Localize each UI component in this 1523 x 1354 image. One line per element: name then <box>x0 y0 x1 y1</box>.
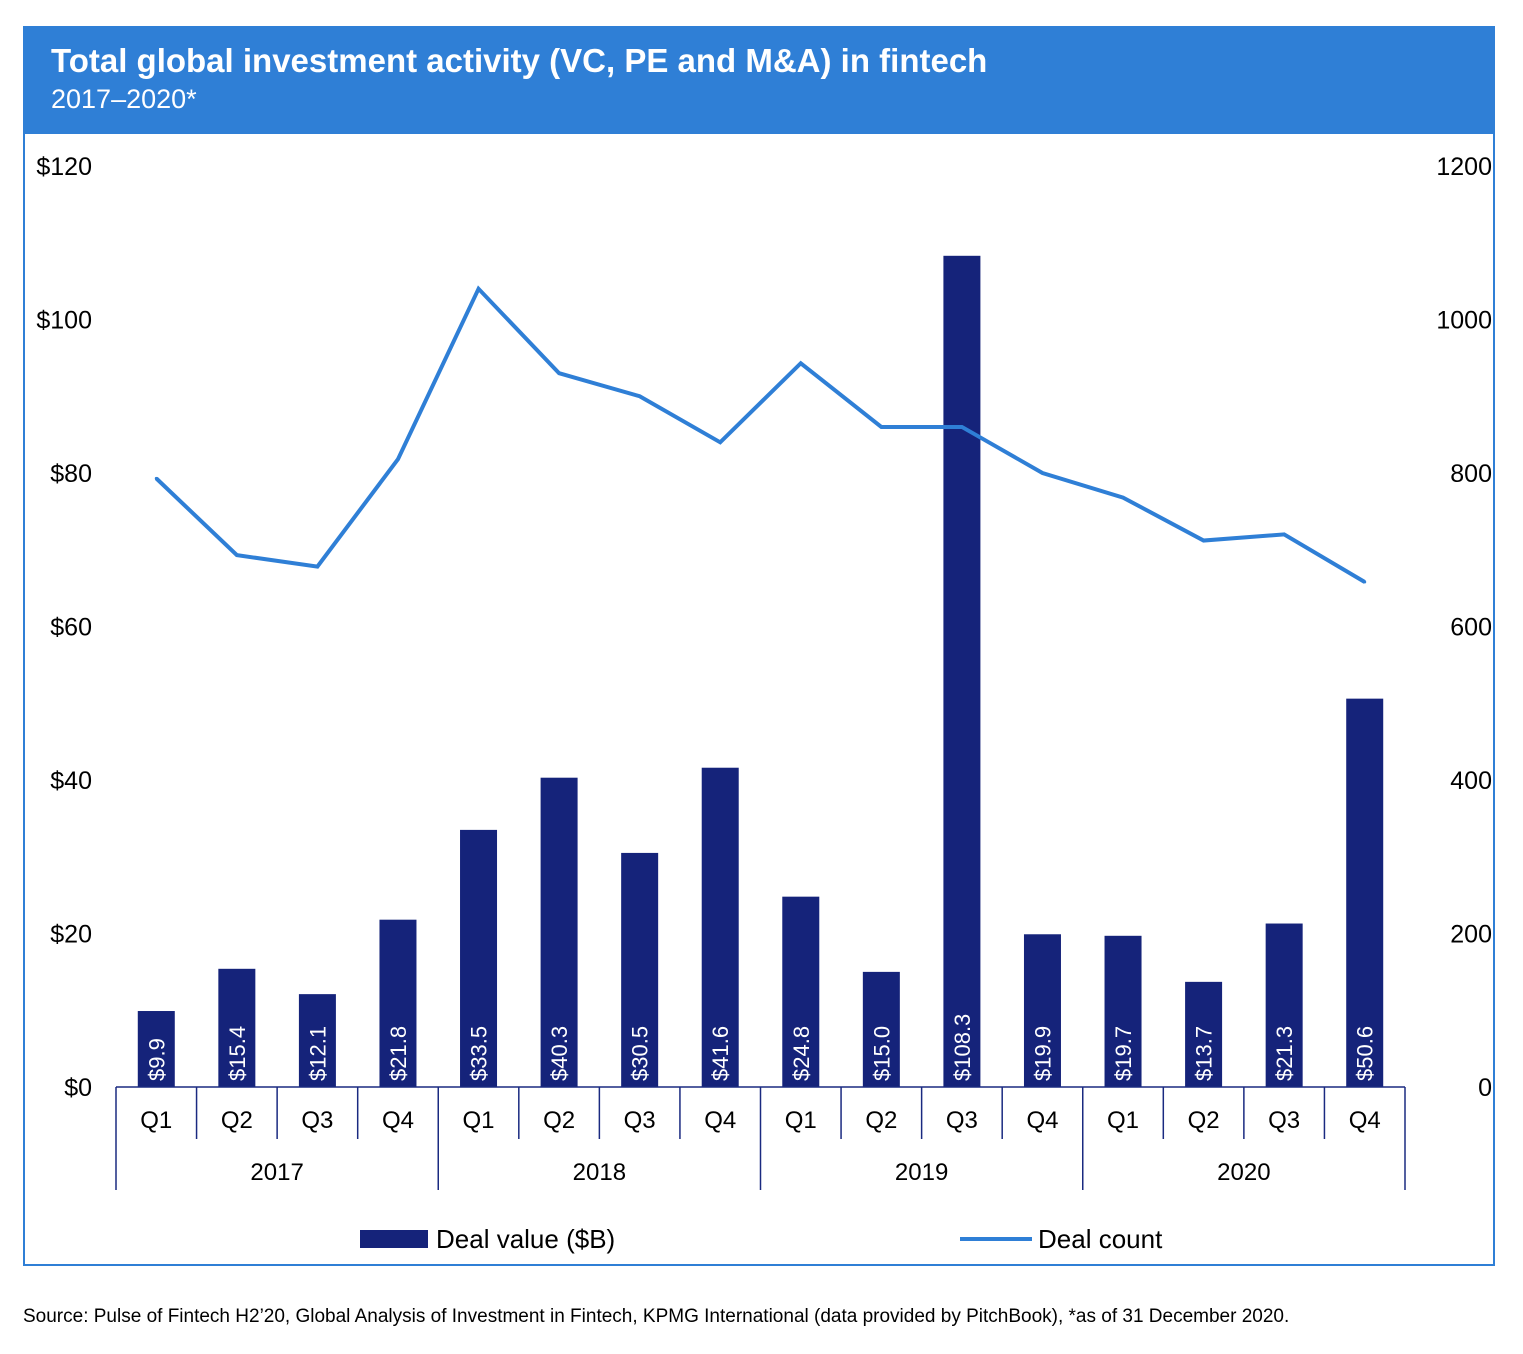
deal-count-point <box>154 476 158 480</box>
bar-data-label: $33.5 <box>467 1026 492 1081</box>
bar <box>137 1011 175 1087</box>
chart-frame: Total global investment activity (VC, PE… <box>23 26 1495 1266</box>
chart-canvas: $0 $20 $40 $60 $80 $100 $120 0 200 400 600 800 1000 1… <box>36 153 1492 1254</box>
year-group-label: 2017 <box>250 1159 303 1186</box>
x-tick-label: Q2 <box>865 1107 897 1134</box>
x-tick-label: Q4 <box>704 1107 736 1134</box>
bar-data-label: $15.4 <box>225 1026 250 1081</box>
deal-count-point <box>315 565 319 569</box>
x-tick-label: Q3 <box>946 1107 978 1134</box>
bar-data-label: $12.1 <box>305 1026 330 1081</box>
bar <box>1104 935 1142 1087</box>
bar <box>943 255 981 1088</box>
bar <box>460 829 498 1087</box>
x-tick-label: Q3 <box>301 1107 333 1134</box>
bar-data-label: $19.9 <box>1030 1026 1055 1081</box>
deal-count-point <box>1282 532 1286 536</box>
bar <box>862 971 900 1087</box>
chart-subtitle: 2017–2020* <box>51 84 197 114</box>
deal-count-point <box>1363 580 1367 584</box>
y-right-tick-label: 0 <box>1478 1074 1492 1102</box>
deal-count-point <box>1202 539 1206 543</box>
bar-data-label: $21.3 <box>1272 1026 1297 1081</box>
deal-count-point <box>960 425 964 429</box>
bar <box>298 994 336 1087</box>
source-note: Source: Pulse of Fintech H2’20, Global A… <box>23 1306 1290 1327</box>
y-left-tick-label: $100 <box>36 307 92 335</box>
x-tick-label: Q4 <box>1349 1107 1381 1134</box>
x-tick-label: Q1 <box>463 1107 495 1134</box>
deal-count-point <box>1121 496 1125 500</box>
year-group-label: 2018 <box>573 1159 626 1186</box>
bar <box>540 777 578 1087</box>
bar-data-label: $15.0 <box>869 1026 894 1081</box>
y-right-tick-label: 200 <box>1450 921 1492 949</box>
bar-data-label: $24.8 <box>789 1026 814 1081</box>
bar-data-label: $108.3 <box>950 1014 975 1081</box>
y-right-tick-label: 400 <box>1450 767 1492 795</box>
bar-data-label: $30.5 <box>628 1026 653 1081</box>
deal-count-line <box>154 285 1366 584</box>
bar-data-label: $13.7 <box>1192 1026 1217 1081</box>
x-tick-label: Q1 <box>785 1107 817 1134</box>
bar <box>1265 923 1303 1087</box>
y-left-tick-label: $60 <box>50 614 92 642</box>
chart-header: Total global investment activity (VC, PE… <box>25 28 1493 134</box>
x-tick-label: Q2 <box>1188 1107 1220 1134</box>
bar-data-label: $41.6 <box>708 1026 733 1081</box>
x-tick-label: Q2 <box>221 1107 253 1134</box>
y-left-tick-label: $40 <box>50 767 92 795</box>
deal-count-point <box>638 394 642 398</box>
deal-count-point <box>879 425 883 429</box>
y-left-tick-label: $120 <box>36 153 92 181</box>
bar <box>701 767 739 1087</box>
deal-count-point <box>477 287 481 291</box>
x-tick-label: Q3 <box>624 1107 656 1134</box>
bar <box>782 896 820 1087</box>
year-group-label: 2019 <box>895 1159 948 1186</box>
bar-data-label: $21.8 <box>386 1026 411 1081</box>
y-right-tick-label: 1200 <box>1436 153 1492 181</box>
legend-label-deal-value: Deal value ($B) <box>436 1224 615 1254</box>
y-right-tick-label: 1000 <box>1436 307 1492 335</box>
bar <box>218 968 256 1087</box>
bar-data-label: $9.9 <box>144 1038 169 1081</box>
bar <box>1023 934 1061 1087</box>
bar <box>1346 698 1384 1087</box>
bar-data-label: $40.3 <box>547 1026 572 1081</box>
deal-count-point <box>718 440 722 444</box>
deal-count-point <box>1040 471 1044 475</box>
chart-title: Total global investment activity (VC, PE… <box>51 42 988 79</box>
x-tick-label: Q4 <box>382 1107 414 1134</box>
y-left-tick-label: $80 <box>50 460 92 488</box>
x-tick-label: Q4 <box>1026 1107 1058 1134</box>
x-tick-label: Q1 <box>140 1107 172 1134</box>
deal-count-point <box>557 371 561 375</box>
legend-swatch-deal-value <box>360 1230 428 1248</box>
x-tick-label: Q2 <box>543 1107 575 1134</box>
deal-count-point <box>396 457 400 461</box>
y-left-tick-label: $20 <box>50 921 92 949</box>
bar-data-label: $19.7 <box>1111 1026 1136 1081</box>
x-tick-label: Q1 <box>1107 1107 1139 1134</box>
y-right-tick-label: 800 <box>1450 460 1492 488</box>
year-group-label: 2020 <box>1217 1159 1270 1186</box>
bar <box>621 852 659 1087</box>
deal-count-point <box>799 361 803 365</box>
deal-count-point <box>235 553 239 557</box>
bar <box>1185 981 1223 1087</box>
y-left-tick-label: $0 <box>64 1074 92 1102</box>
bar <box>379 919 417 1087</box>
x-tick-label: Q3 <box>1268 1107 1300 1134</box>
bar-data-label: $50.6 <box>1353 1026 1378 1081</box>
y-right-tick-label: 600 <box>1450 614 1492 642</box>
legend-label-deal-count: Deal count <box>1038 1224 1163 1254</box>
